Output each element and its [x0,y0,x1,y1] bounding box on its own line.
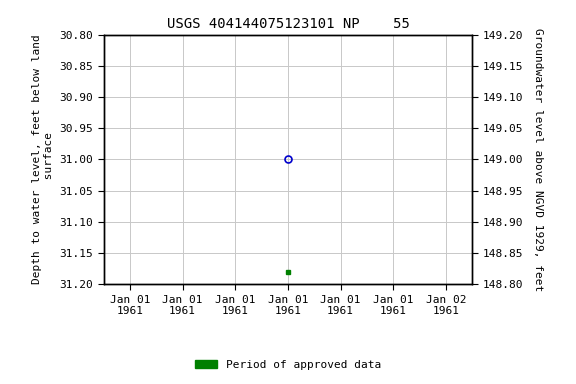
Legend: Period of approved data: Period of approved data [191,356,385,375]
Title: USGS 404144075123101 NP    55: USGS 404144075123101 NP 55 [166,17,410,31]
Y-axis label: Depth to water level, feet below land
 surface: Depth to water level, feet below land su… [32,35,54,284]
Y-axis label: Groundwater level above NGVD 1929, feet: Groundwater level above NGVD 1929, feet [533,28,543,291]
